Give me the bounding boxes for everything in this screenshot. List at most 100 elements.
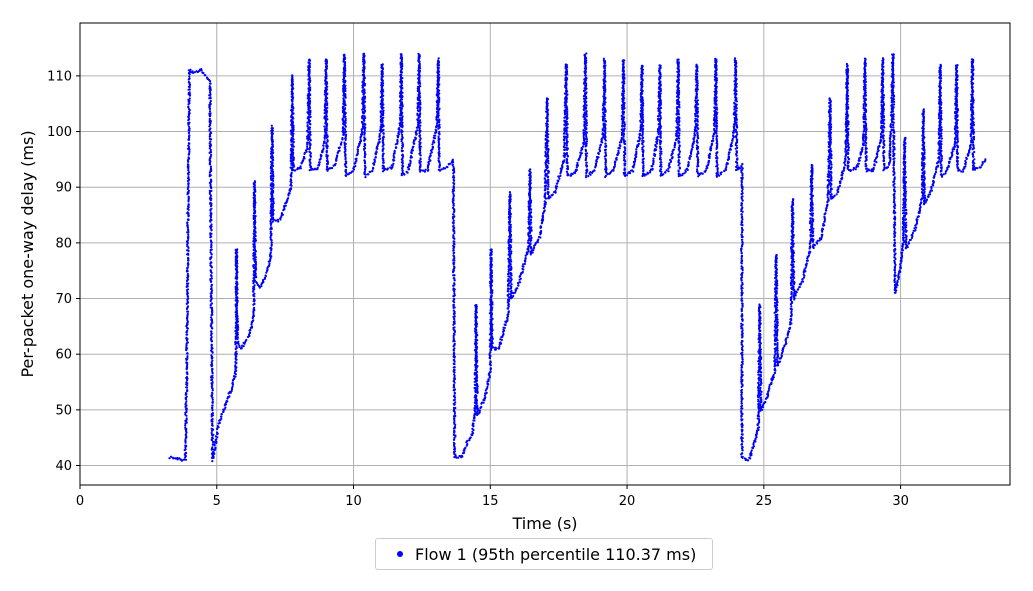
data-point: [271, 148, 274, 152]
data-point: [210, 316, 213, 319]
data-point: [210, 138, 213, 141]
data-point: [211, 382, 214, 385]
data-point: [362, 112, 365, 115]
data-point: [409, 155, 413, 158]
data-point: [544, 187, 547, 190]
data-point: [209, 251, 212, 254]
data-point: [209, 199, 212, 202]
data-point: [546, 166, 549, 170]
data-point: [301, 159, 304, 162]
data-point: [529, 242, 532, 245]
data-point: [187, 137, 191, 140]
data-point: [437, 151, 440, 155]
data-point: [234, 375, 237, 378]
data-point: [187, 142, 190, 145]
data-point: [228, 395, 231, 398]
data-point: [507, 278, 510, 281]
data-point: [306, 124, 309, 127]
data-point: [184, 451, 187, 454]
data-point: [234, 251, 237, 255]
data-point: [530, 208, 533, 211]
data-point: [287, 197, 290, 200]
data-point: [188, 121, 191, 124]
data-point: [566, 108, 569, 111]
data-point: [185, 361, 188, 364]
data-point: [489, 370, 492, 374]
data-point: [326, 103, 329, 107]
data-point: [462, 451, 466, 454]
data-point: [381, 79, 384, 82]
data-point: [529, 218, 533, 222]
data-point: [187, 169, 190, 172]
data-point: [324, 78, 327, 81]
data-point: [235, 310, 238, 313]
data-point: [509, 207, 512, 210]
data-point: [187, 262, 190, 265]
data-point: [188, 75, 191, 78]
data-point: [562, 135, 566, 138]
data-point: [507, 310, 510, 313]
data-point: [512, 294, 515, 298]
data-point: [364, 173, 367, 176]
data-point: [400, 87, 403, 90]
data-point: [186, 218, 189, 221]
data-point: [235, 269, 238, 272]
data-point: [584, 85, 587, 88]
data-point: [543, 177, 546, 180]
data-point: [306, 111, 309, 114]
data-point: [516, 287, 519, 290]
data-point: [585, 113, 588, 116]
data-point: [236, 256, 239, 259]
data-point: [598, 146, 602, 149]
data-point: [587, 175, 590, 178]
data-point: [475, 394, 478, 397]
data-point: [292, 117, 295, 120]
data-point: [549, 196, 552, 199]
data-point: [271, 141, 274, 144]
data-point: [487, 383, 490, 386]
data-point: [381, 154, 384, 157]
data-point: [509, 247, 512, 251]
data-point: [192, 71, 195, 74]
data-point: [254, 250, 258, 253]
data-point: [210, 302, 214, 305]
data-point: [540, 229, 543, 233]
data-point: [419, 85, 422, 88]
data-point: [453, 377, 457, 381]
data-point: [529, 234, 532, 237]
data-point: [254, 200, 257, 203]
data-point: [269, 230, 272, 233]
data-point: [400, 81, 403, 84]
data-point: [272, 179, 275, 182]
data-point: [234, 264, 238, 268]
data-point: [211, 327, 214, 330]
data-point: [529, 180, 532, 183]
data-point: [234, 340, 237, 343]
data-point: [271, 195, 274, 198]
data-point: [400, 146, 404, 150]
data-point: [400, 110, 403, 113]
data-point: [381, 104, 384, 107]
data-point: [396, 142, 399, 145]
data-point: [417, 67, 420, 70]
data-point: [545, 105, 548, 108]
data-point: [490, 319, 493, 322]
data-point: [291, 134, 294, 137]
data-point: [187, 185, 190, 188]
data-point: [186, 389, 189, 392]
data-point: [208, 171, 211, 174]
data-point: [489, 287, 493, 290]
data-point: [453, 232, 456, 235]
data-point: [418, 94, 421, 97]
data-point: [253, 217, 257, 220]
data-point: [361, 86, 364, 89]
data-point: [482, 401, 485, 404]
data-point: [236, 283, 239, 286]
data-point: [254, 190, 257, 193]
data-point: [506, 313, 509, 317]
data-point: [379, 102, 382, 106]
data-point: [187, 156, 190, 159]
data-point: [213, 443, 216, 446]
data-point: [325, 129, 328, 132]
data-point: [585, 165, 588, 168]
